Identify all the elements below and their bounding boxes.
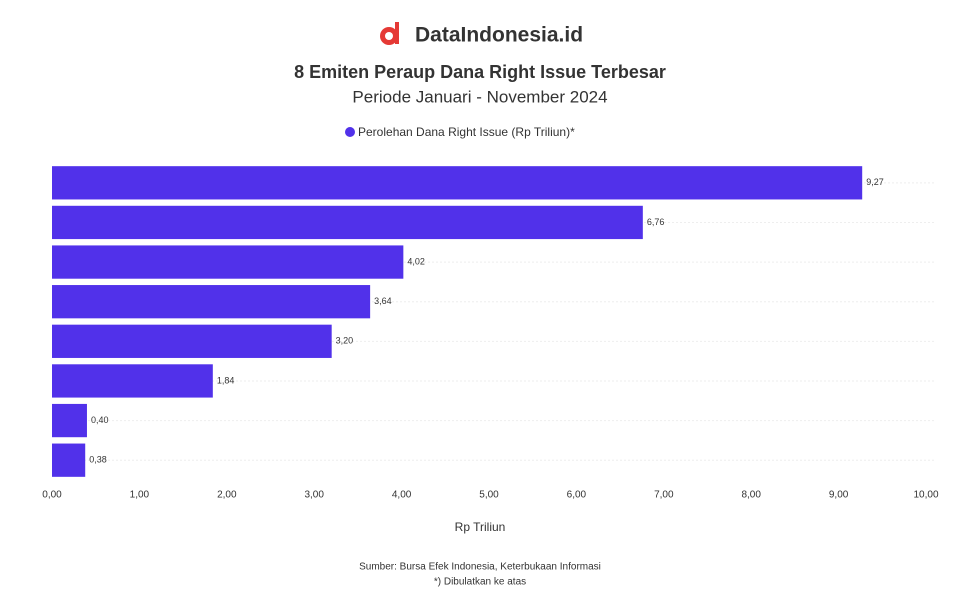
bar [52, 443, 86, 477]
value-label: 6,76 [647, 217, 665, 227]
note: *) Dibulatkan ke atas [434, 577, 526, 588]
value-label: 9,27 [866, 177, 884, 187]
brand: DataIndonesia.id [415, 24, 583, 47]
legend-label: Perolehan Dana Right Issue (Rp Triliun)* [358, 125, 575, 139]
legend-swatch [345, 127, 355, 137]
bar [52, 205, 643, 240]
bar [52, 364, 213, 398]
x-tick-label: 0,00 [42, 490, 62, 501]
value-label: 3,20 [336, 336, 354, 346]
x-tick-label: 10,00 [913, 490, 938, 501]
x-tick-label: 5,00 [479, 490, 499, 501]
chart-title: 8 Emiten Peraup Dana Right Issue Terbesa… [294, 62, 666, 82]
x-tick-label: 6,00 [567, 490, 587, 501]
x-tick-label: 4,00 [392, 490, 412, 501]
logo-icon-stem [395, 22, 399, 44]
x-tick-label: 1,00 [130, 490, 150, 501]
logo-icon-inner [385, 32, 393, 40]
x-tick-label: 3,00 [304, 490, 324, 501]
x-tick-label: 7,00 [654, 490, 674, 501]
x-axis-title: Rp Triliun [455, 520, 506, 534]
value-label: 3,64 [374, 296, 392, 306]
bar [52, 245, 404, 279]
x-tick-label: 9,00 [829, 490, 849, 501]
bar [52, 324, 332, 358]
logo [380, 22, 399, 45]
source: Sumber: Bursa Efek Indonesia, Keterbukaa… [359, 562, 601, 573]
bar [52, 403, 87, 438]
value-label: 4,02 [407, 256, 425, 266]
x-tick-label: 2,00 [217, 490, 237, 501]
bar [52, 166, 863, 200]
chart-subtitle: Periode Januari - November 2024 [352, 87, 607, 106]
value-label: 0,40 [91, 415, 109, 425]
bar [52, 285, 371, 319]
value-label: 0,38 [89, 455, 107, 465]
x-tick-label: 8,00 [741, 490, 761, 501]
value-label: 1,84 [217, 375, 235, 385]
